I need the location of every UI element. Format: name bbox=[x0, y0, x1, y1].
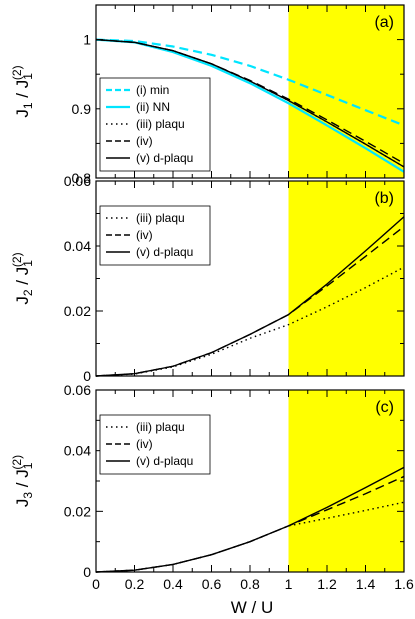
shaded-region-1 bbox=[288, 5, 404, 178]
y-axis-label-3: J3 / J1(2) bbox=[10, 455, 35, 507]
y-tick-label: 1 bbox=[83, 32, 91, 48]
x-tick-label: 0.4 bbox=[163, 576, 183, 592]
x-tick-label: 0 bbox=[92, 576, 100, 592]
x-tick-label: 1.4 bbox=[356, 576, 376, 592]
legend-label: (iii) plaqu bbox=[136, 211, 185, 225]
panel-3: 0 0.02 0.04 0.06 0 0.2 0.4 0.6 0.8 1 1.2 1.4 1.6 (c) J… bbox=[10, 382, 414, 592]
y-tick-label: 0.06 bbox=[64, 173, 91, 189]
y-axis-label-1: J1 / J1(2) bbox=[10, 65, 35, 117]
panel-2: 0 0.02 0.04 0.06 (b) J2 / J1(2) (iii) plaqu (iv… bbox=[10, 173, 405, 384]
shaded-region-2 bbox=[288, 181, 404, 376]
y-tick-label: 0.06 bbox=[64, 382, 91, 398]
x-tick-label: 1 bbox=[285, 576, 293, 592]
y-tick-label: 0.04 bbox=[64, 443, 91, 459]
y-tick-label: 0 bbox=[83, 368, 91, 384]
x-tick-label: 0.8 bbox=[240, 576, 260, 592]
legend-label: (iii) plaqu bbox=[136, 117, 185, 131]
panel-label-3: (c) bbox=[375, 399, 394, 416]
legend-box bbox=[99, 77, 211, 172]
legend-1: (i) min (ii) NN (iii) plaqu (iv) (v) d-plaqu bbox=[99, 77, 211, 172]
shaded-region-3 bbox=[288, 390, 404, 572]
x-tick-label: 0.6 bbox=[202, 576, 222, 592]
series-line-1-1 bbox=[95, 38, 405, 127]
panel-label-2: (b) bbox=[374, 190, 394, 207]
y-tick-label: 0.8 bbox=[72, 170, 92, 186]
legend-label: (iv) bbox=[136, 437, 153, 451]
y-tick-label: 0.04 bbox=[64, 238, 91, 254]
x-tick-label: 1.6 bbox=[394, 576, 414, 592]
y-tick-label: 0.9 bbox=[72, 101, 92, 117]
legend-label: (v) d-plaqu bbox=[136, 245, 193, 259]
y-tick-label: 0.02 bbox=[64, 503, 91, 519]
legend-3: (iii) plaqu (iv) (v) d-plaqu bbox=[99, 414, 211, 475]
series-line-2-3 bbox=[95, 216, 405, 377]
legend-label: (v) d-plaqu bbox=[136, 454, 193, 468]
x-axis-label: W / U bbox=[231, 598, 274, 617]
legend-label: (iv) bbox=[136, 228, 153, 242]
x-tick-label: 1.2 bbox=[317, 576, 337, 592]
legend-label: (iv) bbox=[136, 134, 153, 148]
y-tick-label: 0.02 bbox=[64, 303, 91, 319]
panel-1: 0.8 0.9 1 (a) J1 / J1(2) (i) min (ii) NN (iii) … bbox=[10, 4, 405, 186]
y-axis-label-2: J2 / J1(2) bbox=[10, 252, 35, 304]
series-line-1-5 bbox=[95, 38, 405, 168]
panel-label-1: (a) bbox=[374, 14, 394, 31]
legend-label: (ii) NN bbox=[136, 100, 170, 114]
legend-label: (iii) plaqu bbox=[136, 420, 185, 434]
x-tick-label: 0.2 bbox=[125, 576, 145, 592]
legend-label: (i) min bbox=[136, 83, 169, 97]
series-line-3-3 bbox=[95, 466, 405, 573]
legend-2: (iii) plaqu (iv) (v) d-plaqu bbox=[99, 205, 211, 266]
legend-label: (v) d-plaqu bbox=[136, 151, 193, 165]
y-tick-label: 0 bbox=[83, 564, 91, 580]
